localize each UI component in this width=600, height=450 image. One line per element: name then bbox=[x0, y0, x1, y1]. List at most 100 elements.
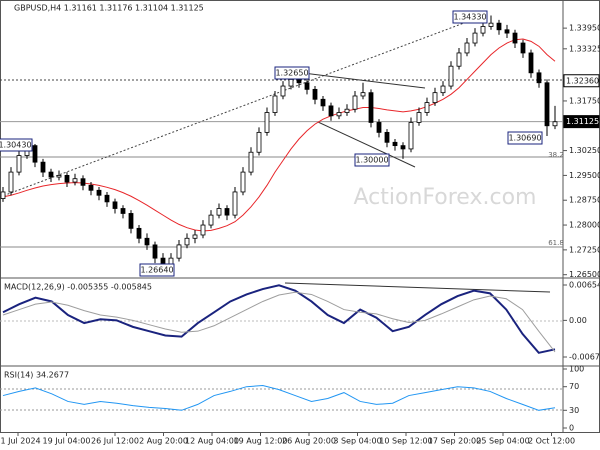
candle-body bbox=[256, 131, 262, 153]
axis-marker-label: 1.31125 bbox=[566, 117, 599, 126]
candle-body bbox=[496, 22, 502, 31]
candle-body bbox=[16, 155, 22, 173]
y-tick-label: 1.28000 bbox=[569, 221, 600, 230]
candle-body bbox=[32, 145, 38, 163]
candle-body bbox=[312, 88, 318, 100]
y-tick-label: 0 bbox=[569, 424, 574, 433]
annotation: 1.34330 bbox=[453, 13, 486, 22]
candle-body bbox=[456, 52, 462, 67]
candle-body bbox=[432, 92, 438, 103]
candle-body bbox=[296, 79, 302, 84]
candle-body bbox=[368, 92, 374, 123]
candle-body bbox=[400, 145, 406, 150]
candle-body bbox=[176, 244, 182, 259]
y-tick-label: 70 bbox=[569, 382, 579, 391]
candle-body bbox=[360, 92, 366, 97]
annotation-box bbox=[452, 10, 488, 24]
candle-body bbox=[544, 82, 550, 127]
candle-body bbox=[0, 191, 6, 199]
candle-body bbox=[352, 95, 358, 110]
candle-body bbox=[56, 175, 62, 178]
y-tick-label: 0.006549 bbox=[569, 281, 600, 290]
x-tick-label: 2 Oct 12:00 bbox=[528, 437, 575, 446]
y-tick-label: 1.28750 bbox=[569, 196, 600, 205]
y-tick-label: -0.006778 bbox=[569, 352, 600, 361]
candle-body bbox=[96, 189, 102, 196]
x-tick-label: 2 Aug 20:00 bbox=[139, 437, 188, 446]
candle-body bbox=[136, 227, 142, 239]
annotation: 61.8 bbox=[548, 239, 564, 247]
candle-body bbox=[40, 161, 46, 173]
annotation-box bbox=[507, 131, 543, 145]
candle-body bbox=[272, 95, 278, 113]
x-tick-label: 25 Sep 04:00 bbox=[476, 437, 529, 446]
watermark: ActionForex.com bbox=[354, 185, 537, 210]
trend-line bbox=[317, 121, 416, 168]
candle-body bbox=[528, 52, 534, 74]
candle-body bbox=[240, 171, 246, 193]
candle-body bbox=[424, 102, 430, 113]
y-tick-label: 100 bbox=[569, 365, 584, 374]
annotation-box bbox=[274, 66, 310, 80]
candle-body bbox=[216, 208, 222, 216]
y-tick-label: 0.00 bbox=[569, 316, 587, 325]
y-tick-label: 1.33950 bbox=[569, 24, 600, 33]
channel-line bbox=[0, 16, 481, 198]
y-tick-label: 1.29500 bbox=[569, 171, 600, 180]
y-tick-label: 1.26500 bbox=[569, 270, 600, 279]
candle-body bbox=[384, 131, 390, 143]
indicator-line bbox=[2, 291, 556, 353]
candle-body bbox=[408, 122, 414, 150]
candle-body bbox=[152, 244, 158, 259]
candle-body bbox=[112, 201, 118, 209]
candle-body bbox=[512, 32, 518, 44]
candle-body bbox=[552, 121, 558, 127]
candle-body bbox=[208, 214, 214, 226]
x-tick-label: 17 Sep 20:00 bbox=[428, 437, 481, 446]
annotation-box bbox=[139, 263, 175, 277]
candle-body bbox=[64, 175, 70, 183]
annotation: 1.32650 bbox=[275, 69, 308, 78]
candle-body bbox=[376, 122, 382, 133]
candle-body bbox=[120, 208, 126, 214]
y-tick-label: 1.27250 bbox=[569, 245, 600, 254]
candle-body bbox=[520, 42, 526, 54]
candle-body bbox=[200, 224, 206, 236]
y-tick-label: 1.33325 bbox=[569, 44, 600, 53]
candle-body bbox=[80, 178, 86, 186]
candle-body bbox=[328, 105, 334, 117]
x-tick-label: 12 Aug 04:00 bbox=[185, 437, 239, 446]
candle-body bbox=[504, 29, 510, 34]
candle-body bbox=[488, 22, 494, 27]
candle-body bbox=[184, 237, 190, 246]
candle-body bbox=[416, 112, 422, 123]
candle-body bbox=[72, 178, 78, 183]
candle-body bbox=[264, 112, 270, 133]
axis-marker-box bbox=[563, 115, 600, 129]
x-tick-label: 3 Sep 04:00 bbox=[333, 437, 381, 446]
annotation: 1.30430 bbox=[0, 141, 32, 150]
candle-body bbox=[280, 85, 286, 97]
trend-line bbox=[294, 71, 426, 89]
candle-body bbox=[104, 194, 110, 203]
candle-body bbox=[320, 98, 326, 107]
x-tick-label: 10 Sep 12:00 bbox=[379, 437, 432, 446]
x-tick-label: 19 Aug 12:00 bbox=[234, 437, 288, 446]
candle-body bbox=[304, 82, 310, 90]
candle-body bbox=[232, 191, 238, 216]
candle-body bbox=[536, 72, 542, 84]
x-tick-label: 26 Jul 12:00 bbox=[91, 437, 139, 446]
candle-body bbox=[464, 42, 470, 54]
candle-body bbox=[192, 234, 198, 239]
candle-body bbox=[248, 151, 254, 173]
y-tick-label: 1.31750 bbox=[569, 96, 600, 105]
moving-average bbox=[2, 38, 556, 232]
candle-body bbox=[440, 85, 446, 94]
x-tick-label: 26 Aug 20:00 bbox=[282, 437, 336, 446]
candle-body bbox=[392, 141, 398, 147]
annotation: 38.2 bbox=[548, 151, 564, 159]
annotation-box bbox=[0, 138, 33, 152]
candle-body bbox=[472, 32, 478, 44]
macd-trend-line bbox=[284, 282, 551, 293]
